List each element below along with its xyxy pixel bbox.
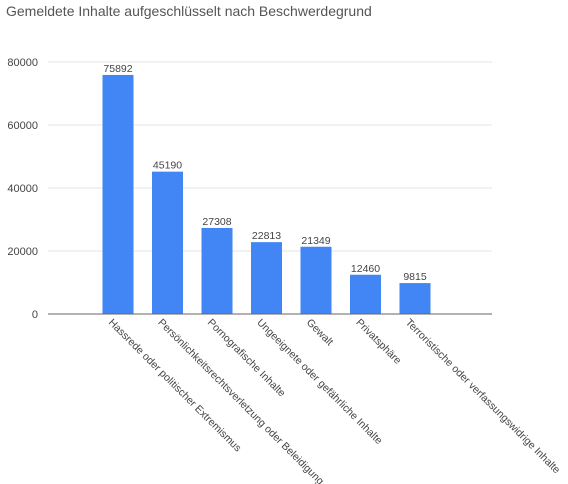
bar-value-label: 27308 <box>202 216 231 228</box>
bar <box>300 246 332 314</box>
bar <box>350 274 381 314</box>
bar-value-label: 45190 <box>153 160 182 172</box>
category-label: Terroristische oder verfassungswidrige I… <box>403 317 563 477</box>
bar-value-label: 22813 <box>252 230 281 242</box>
y-tick-label: 40000 <box>7 183 38 195</box>
category-label: Gewalt <box>304 317 336 349</box>
bar-value-label: 75892 <box>103 63 132 75</box>
bar <box>251 242 282 314</box>
bar <box>201 227 233 314</box>
y-tick-label: 20000 <box>7 246 38 258</box>
bar <box>152 171 183 314</box>
y-tick-label: 0 <box>32 309 38 321</box>
chart-title: Gemeldete Inhalte aufgeschlüsselt nach B… <box>6 3 372 19</box>
category-label: Privatsphäre <box>353 317 403 367</box>
category-labels: Hassrede oder politischer ExtremismusPer… <box>106 317 563 484</box>
data-labels: 75892 45190 27308 22813 21349 12460 9815 <box>103 63 426 283</box>
y-tick-label: 80000 <box>7 57 38 69</box>
bar-value-label: 12460 <box>351 263 380 275</box>
y-tick-label: 60000 <box>7 120 38 132</box>
bar <box>399 283 431 314</box>
category-label: Persönlichkeitsrechtsverletzung oder Bel… <box>155 317 326 484</box>
bar-value-label: 21349 <box>301 235 330 247</box>
bar-value-label: 9815 <box>403 271 427 283</box>
y-axis-ticks: 0 20000 40000 60000 80000 <box>7 57 38 321</box>
bar <box>102 74 134 314</box>
bars <box>102 74 431 314</box>
